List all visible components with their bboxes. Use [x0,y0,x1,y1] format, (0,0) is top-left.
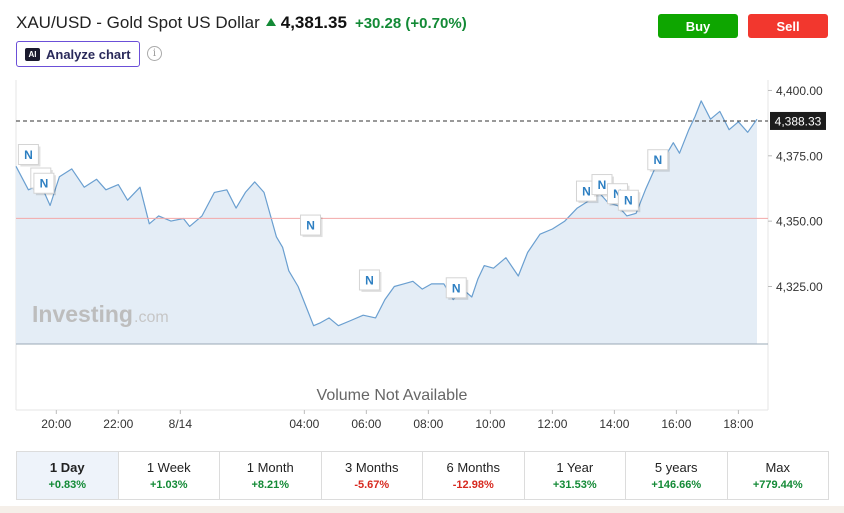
instrument-header: XAU/USD - Gold Spot US Dollar 4,381.35 +… [16,12,467,34]
price-change: +30.28 (+0.70%) [355,15,467,32]
change-abs: +30.28 [354,14,402,32]
period-tab[interactable]: 1 Week +1.03% [118,452,220,499]
news-marker-layer: NNNNNNNNNNN [17,143,670,300]
period-tab[interactable]: Max +779.44% [727,452,828,499]
watermark-suffix: .com [134,309,169,326]
y-tick-label: 4,375.00 [776,149,823,163]
sell-button[interactable]: Sell [748,14,828,38]
analyze-chart-button[interactable]: AI Analyze chart [16,41,140,67]
period-tab-label: 5 years [654,460,698,475]
x-tick-label: 18:00 [723,417,753,431]
watermark: Investing .com [32,301,169,327]
period-selector: 1 Day +0.83% 1 Week +1.03% 1 Month +8.21% 3 Mo… [16,451,829,500]
news-marker-label: N [40,177,49,191]
price-line [15,100,758,327]
news-marker-box [647,149,669,171]
last-price: 4,381.35 [280,13,347,32]
news-marker-label: N [24,148,33,162]
news-marker-box [445,277,467,299]
news-marker-box [617,189,639,211]
period-tab[interactable]: 3 Months -5.67% [321,452,423,499]
instrument-title: XAU/USD - Gold Spot US Dollar [16,13,260,32]
news-marker-box [300,214,322,236]
period-tab[interactable]: 1 Day +0.83% [17,452,119,499]
y-tick-label: 4,350.00 [776,215,823,229]
period-tab-label: Max [765,460,791,475]
news-marker[interactable]: N [33,172,56,196]
change-pct: (+0.70%) [405,14,467,32]
news-marker[interactable]: N [445,277,469,300]
period-tab-change: +779.44% [752,479,803,491]
x-tick-label: 14:00 [599,417,629,431]
news-marker[interactable]: N [300,214,323,238]
news-marker[interactable]: N [358,269,382,292]
news-marker-label: N [452,281,461,295]
period-tab[interactable]: 6 Months -12.98% [423,452,525,499]
volume-not-available: Volume Not Available [317,387,468,404]
period-tab[interactable]: 1 Month +8.21% [220,452,322,499]
y-tick-label: 4,400.00 [776,84,823,98]
news-marker-box [17,143,39,165]
period-tab-change: +8.21% [251,479,290,491]
news-marker[interactable]: N [17,143,41,167]
current-price-label: 4,388.33 [770,111,826,130]
news-marker-label: N [365,273,374,287]
x-tick-label: 04:00 [289,417,319,431]
period-tab-label: 1 Week [146,460,191,475]
news-marker-box [358,269,380,291]
news-marker[interactable]: N [647,149,670,172]
x-tick-label: 8/14 [169,417,193,431]
period-tab-label: 1 Day [49,460,85,475]
current-price-label-text: 4,388.33 [775,114,822,128]
analyze-chart-label: Analyze chart [46,46,131,62]
period-tab[interactable]: 5 years +146.66% [626,452,728,499]
news-marker-label: N [653,153,662,167]
news-marker-label: N [598,178,607,192]
x-tick-label: 08:00 [413,417,443,431]
period-tab-change: +1.03% [149,479,188,491]
period-tab-change: +146.66% [651,479,702,491]
period-tab-label: 6 Months [446,460,500,475]
period-tab-change: +31.53% [552,479,597,491]
current-price-label-bg [770,111,826,130]
buy-button[interactable]: Buy [658,14,738,38]
x-tick-label: 16:00 [661,417,691,431]
period-tab-label: 3 Months [345,460,399,475]
period-tab-label: 1 Year [556,460,594,475]
x-tick-label: 10:00 [475,417,505,431]
period-tab-change: -12.98% [452,479,494,491]
price-chart[interactable]: 4,388.33 NNNNNNNNNNN 4,400.00 4,375.00 4,3… [0,0,844,450]
news-marker-label: N [306,219,315,233]
period-tab[interactable]: 1 Year +31.53% [524,452,626,499]
price-area-fill [16,100,757,345]
chart-axes: 4,400.00 4,375.00 4,350.00 4,325.00 20:00 22:… [41,84,823,431]
chart-area-layer [15,100,768,345]
period-tab-label: 1 Month [246,460,294,475]
bottom-strip [0,506,844,513]
y-tick-label: 4,325.00 [776,280,823,294]
ai-icon: AI [25,47,40,61]
news-marker-label: N [582,185,591,199]
x-tick-label: 20:00 [41,417,71,431]
news-marker[interactable]: N [617,189,641,213]
x-tick-label: 12:00 [537,417,567,431]
news-marker-label: N [613,187,622,201]
x-tick-label: 22:00 [103,417,133,431]
period-tab-change: -5.67% [354,479,390,491]
info-icon[interactable]: i [147,46,162,61]
period-tab-change: +0.83% [48,479,87,491]
x-tick-label: 06:00 [351,417,381,431]
chart-reference-layer: 4,388.33 [16,111,826,219]
up-arrow-icon [265,18,276,26]
news-marker-label: N [624,194,633,208]
watermark-brand: Investing [32,301,133,327]
news-marker-box [33,172,55,194]
